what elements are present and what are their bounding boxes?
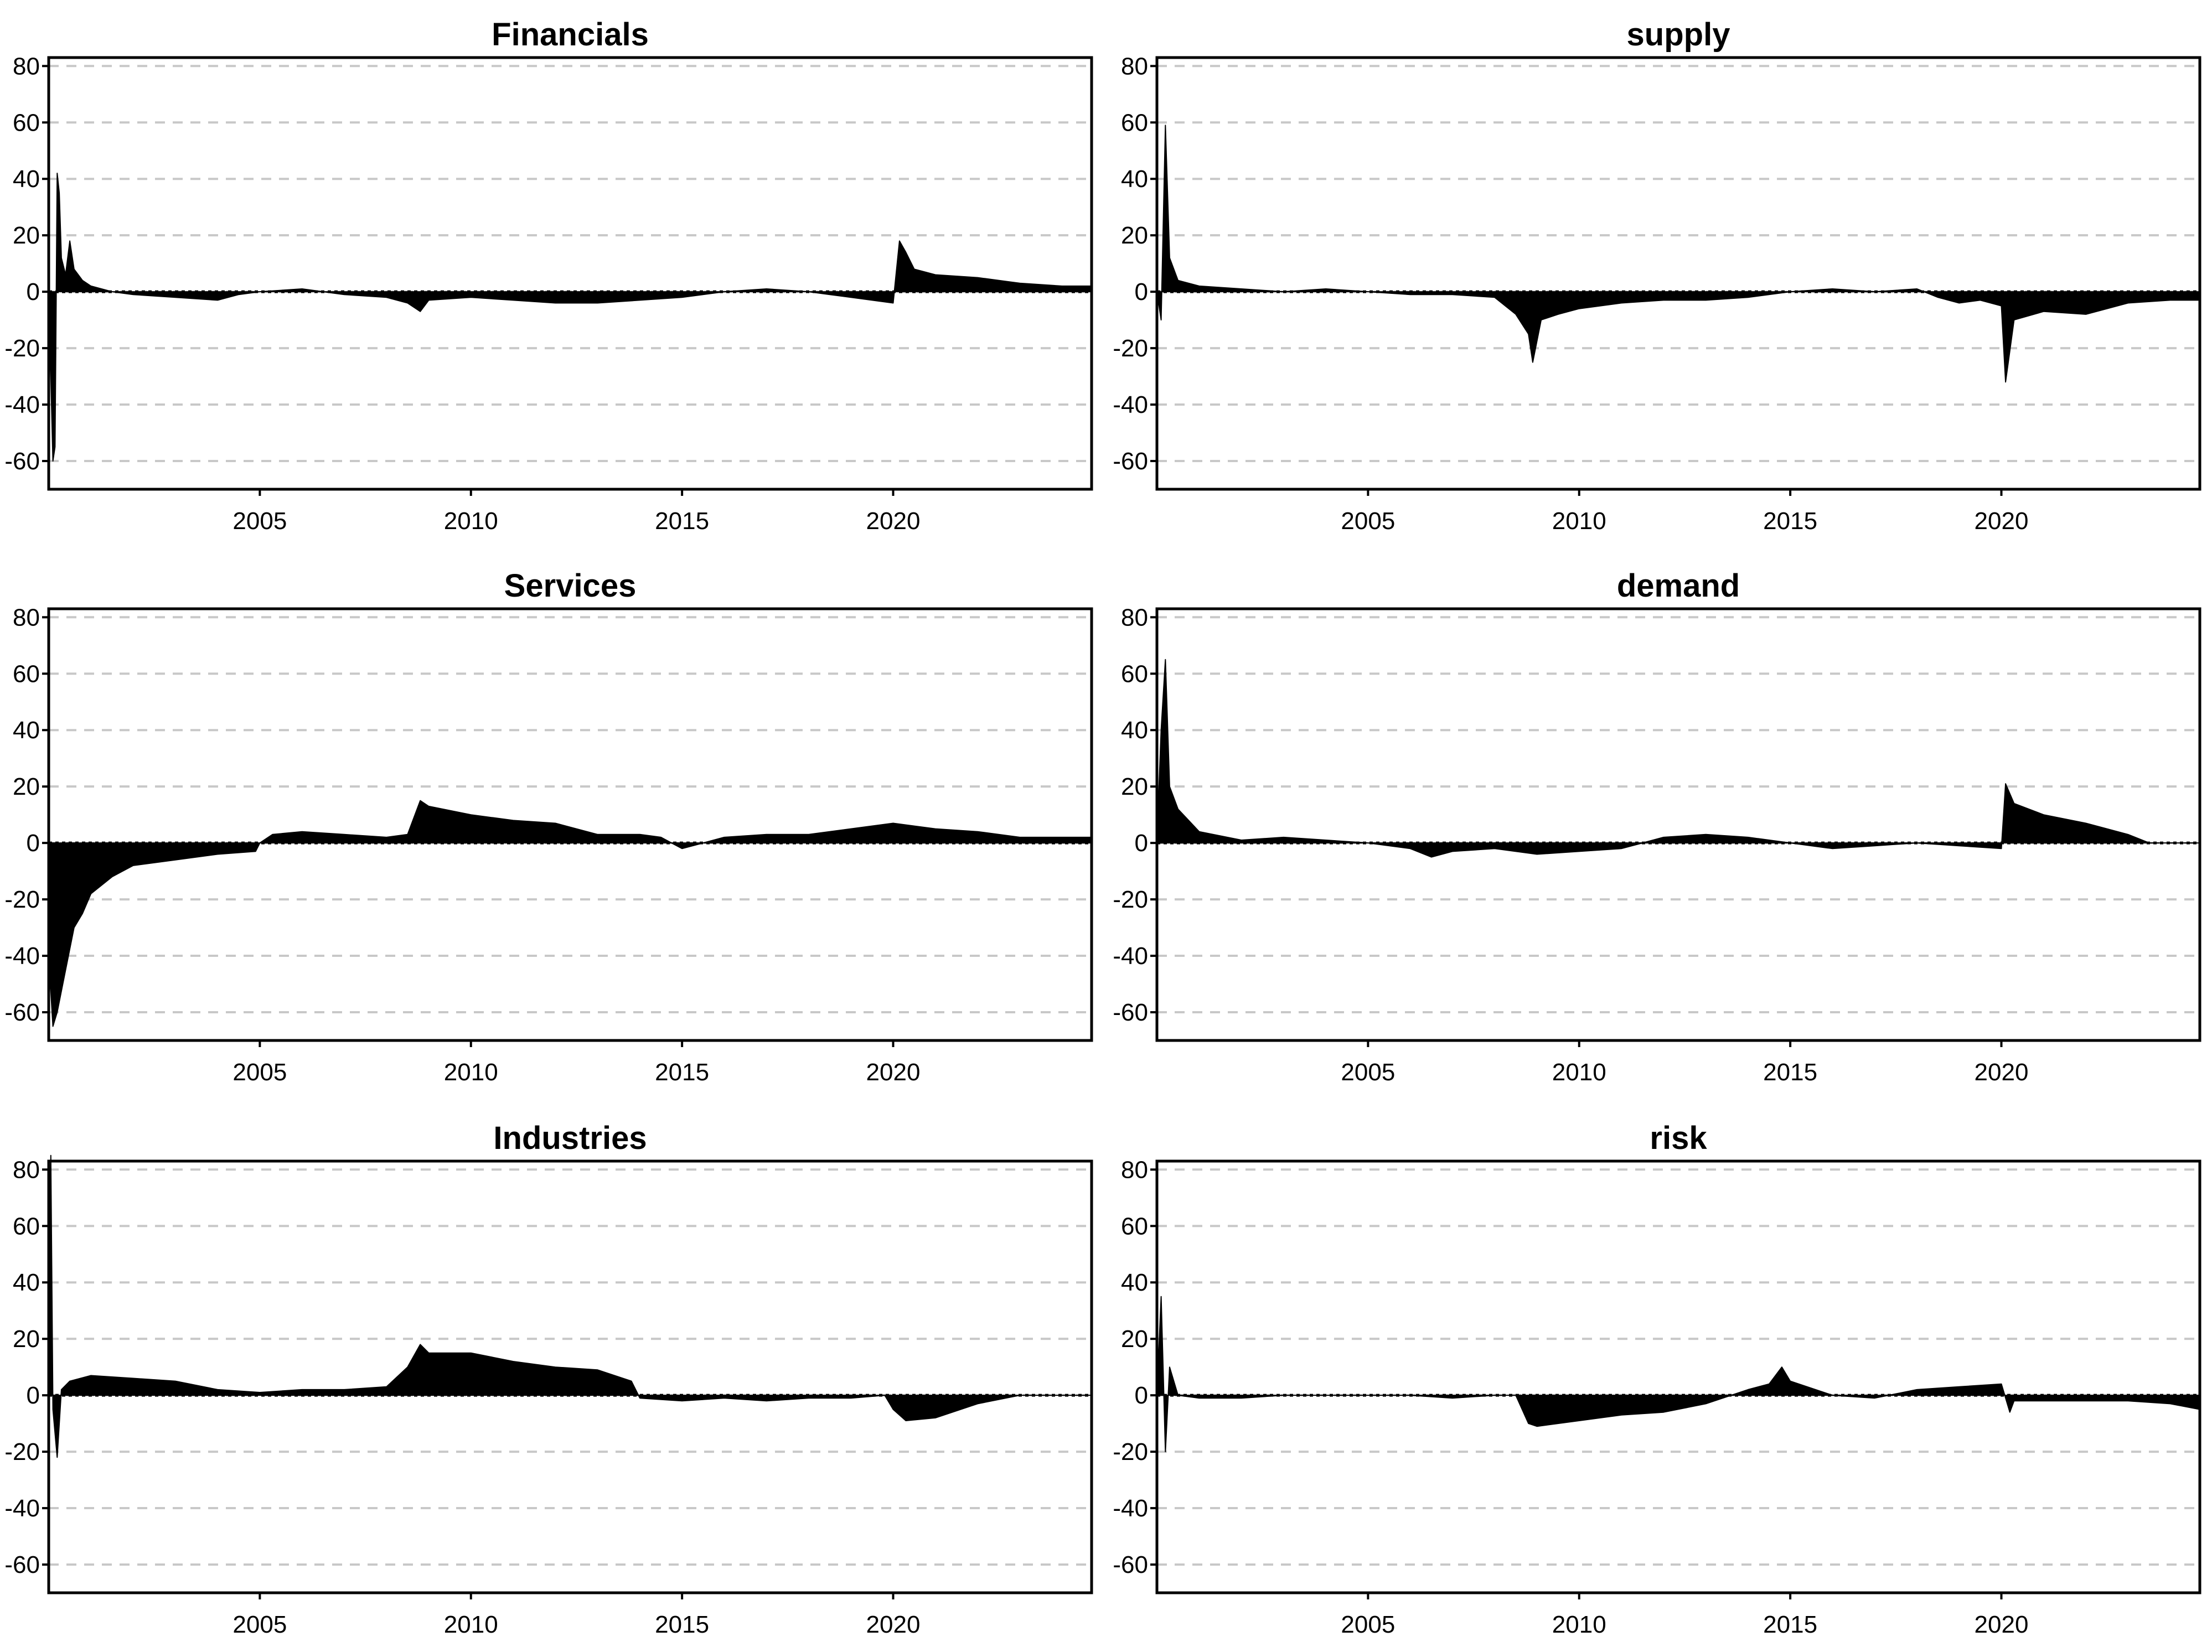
panel-title: Financials <box>492 17 649 53</box>
y-tick-label: 60 <box>1121 660 1148 687</box>
y-tick-label: -40 <box>4 942 40 970</box>
y-tick-label: -20 <box>4 335 40 362</box>
area-series-financials <box>48 173 1092 462</box>
y-tick-label: 60 <box>13 1213 40 1240</box>
y-tick-label: 20 <box>13 222 40 249</box>
y-tick-label: 40 <box>13 717 40 744</box>
y-tick-label: 0 <box>1135 1382 1148 1409</box>
y-tick-label: -60 <box>4 1551 40 1578</box>
y-tick-label: 80 <box>13 1156 40 1183</box>
x-tick-label: 2020 <box>866 507 921 535</box>
y-tick-label: -20 <box>4 1438 40 1465</box>
plot-frame <box>47 56 1093 491</box>
panel-industries: Industries 80 60 40 20 0 -20 -40 -60 2005 2010 2015… <box>4 1120 1093 1638</box>
y-tick-label: -40 <box>1113 942 1148 970</box>
x-tick-label: 2015 <box>655 507 709 535</box>
y-tick-label: 0 <box>1135 830 1148 857</box>
x-tick-label: 2015 <box>1763 507 1817 535</box>
y-tick-label: 40 <box>1121 1269 1148 1296</box>
y-tick-label: 40 <box>1121 717 1148 744</box>
y-tick-label: 60 <box>1121 109 1148 136</box>
y-tick-label: 40 <box>1121 165 1148 193</box>
y-tick-label: 20 <box>1121 773 1148 800</box>
panel-title: demand <box>1617 568 1740 604</box>
panel-title: Industries <box>493 1120 647 1156</box>
x-tick-label: 2020 <box>866 1611 921 1638</box>
y-tick-label: 20 <box>13 773 40 800</box>
y-tick-label: -60 <box>4 999 40 1026</box>
x-tick-label: 2010 <box>1552 1611 1606 1638</box>
x-tick-label: 2010 <box>444 1059 498 1086</box>
y-tick-label: -40 <box>4 391 40 418</box>
panel-supply: supply 80 60 40 20 0 -20 -40 -60 2005 2010 2015 2020 <box>1113 17 2201 535</box>
plot-frame <box>1155 1159 2201 1594</box>
x-tick-label: 2005 <box>1341 507 1395 535</box>
y-tick-label: -60 <box>4 448 40 475</box>
x-tick-label: 2015 <box>1763 1611 1817 1638</box>
x-tick-label: 2010 <box>444 507 498 535</box>
y-tick-label: 60 <box>13 109 40 136</box>
y-tick-label: -60 <box>1113 999 1148 1026</box>
x-tick-label: 2005 <box>1341 1611 1395 1638</box>
area-series-services <box>48 800 1092 1027</box>
panel-title: Services <box>504 568 637 604</box>
x-tick-label: 2015 <box>655 1611 709 1638</box>
x-tick-label: 2020 <box>1975 507 2029 535</box>
y-tick-label: 0 <box>27 278 40 305</box>
panel-demand: demand 80 60 40 20 0 -20 -40 -60 2005 2010 2015 2020 <box>1113 568 2201 1086</box>
x-tick-label: 2020 <box>1975 1611 2029 1638</box>
y-tick-label: 80 <box>1121 1156 1148 1183</box>
plot-frame <box>1155 607 2201 1042</box>
y-tick-label: -40 <box>1113 391 1148 418</box>
panel-financials: Financials 80 60 40 20 0 -20 -40 -60 2005 2010 2015… <box>4 17 1093 535</box>
y-tick-label: 20 <box>1121 1325 1148 1353</box>
panel-title: supply <box>1627 17 1730 53</box>
y-tick-label: 40 <box>13 165 40 193</box>
x-tick-label: 2005 <box>232 507 287 535</box>
y-tick-label: -60 <box>1113 448 1148 475</box>
y-tick-label: 20 <box>13 1325 40 1353</box>
panel-title: risk <box>1650 1120 1707 1156</box>
x-tick-label: 2010 <box>444 1611 498 1638</box>
x-tick-label: 2020 <box>866 1059 921 1086</box>
x-tick-label: 2010 <box>1552 1059 1606 1086</box>
y-tick-label: 60 <box>13 660 40 687</box>
area-series-supply <box>1156 125 2200 383</box>
x-tick-label: 2020 <box>1975 1059 2029 1086</box>
x-tick-label: 2005 <box>1341 1059 1395 1086</box>
y-tick-label: 80 <box>1121 604 1148 631</box>
area-series-industries <box>48 1154 1092 1458</box>
y-tick-label: 0 <box>27 1382 40 1409</box>
area-series-risk <box>1156 1296 2200 1453</box>
y-tick-label: -40 <box>1113 1495 1148 1522</box>
y-tick-label: 80 <box>13 53 40 80</box>
y-tick-label: -20 <box>4 886 40 913</box>
y-tick-label: 80 <box>1121 53 1148 80</box>
panel-services: Services 80 60 40 20 0 -20 -40 -60 2005 2010 2015 20… <box>4 568 1093 1086</box>
y-tick-label: 60 <box>1121 1213 1148 1240</box>
plot-frame <box>47 1159 1093 1594</box>
y-tick-label: 0 <box>1135 278 1148 305</box>
y-tick-label: -20 <box>1113 335 1148 362</box>
y-tick-label: -60 <box>1113 1551 1148 1578</box>
x-tick-label: 2010 <box>1552 507 1606 535</box>
area-series-demand <box>1156 659 2200 858</box>
y-tick-label: 0 <box>27 830 40 857</box>
x-tick-label: 2005 <box>232 1059 287 1086</box>
x-tick-label: 2015 <box>655 1059 709 1086</box>
y-tick-label: 80 <box>13 604 40 631</box>
y-tick-label: 20 <box>1121 222 1148 249</box>
plot-frame <box>1155 56 2201 491</box>
y-tick-label: 40 <box>13 1269 40 1296</box>
panel-risk: risk 80 60 40 20 0 -20 -40 -60 2005 2010 2015 2020 <box>1113 1120 2201 1638</box>
y-tick-label: -20 <box>1113 1438 1148 1465</box>
x-tick-label: 2005 <box>232 1611 287 1638</box>
x-tick-label: 2015 <box>1763 1059 1817 1086</box>
y-tick-label: -40 <box>4 1495 40 1522</box>
y-tick-label: -20 <box>1113 886 1148 913</box>
plot-frame <box>47 607 1093 1042</box>
